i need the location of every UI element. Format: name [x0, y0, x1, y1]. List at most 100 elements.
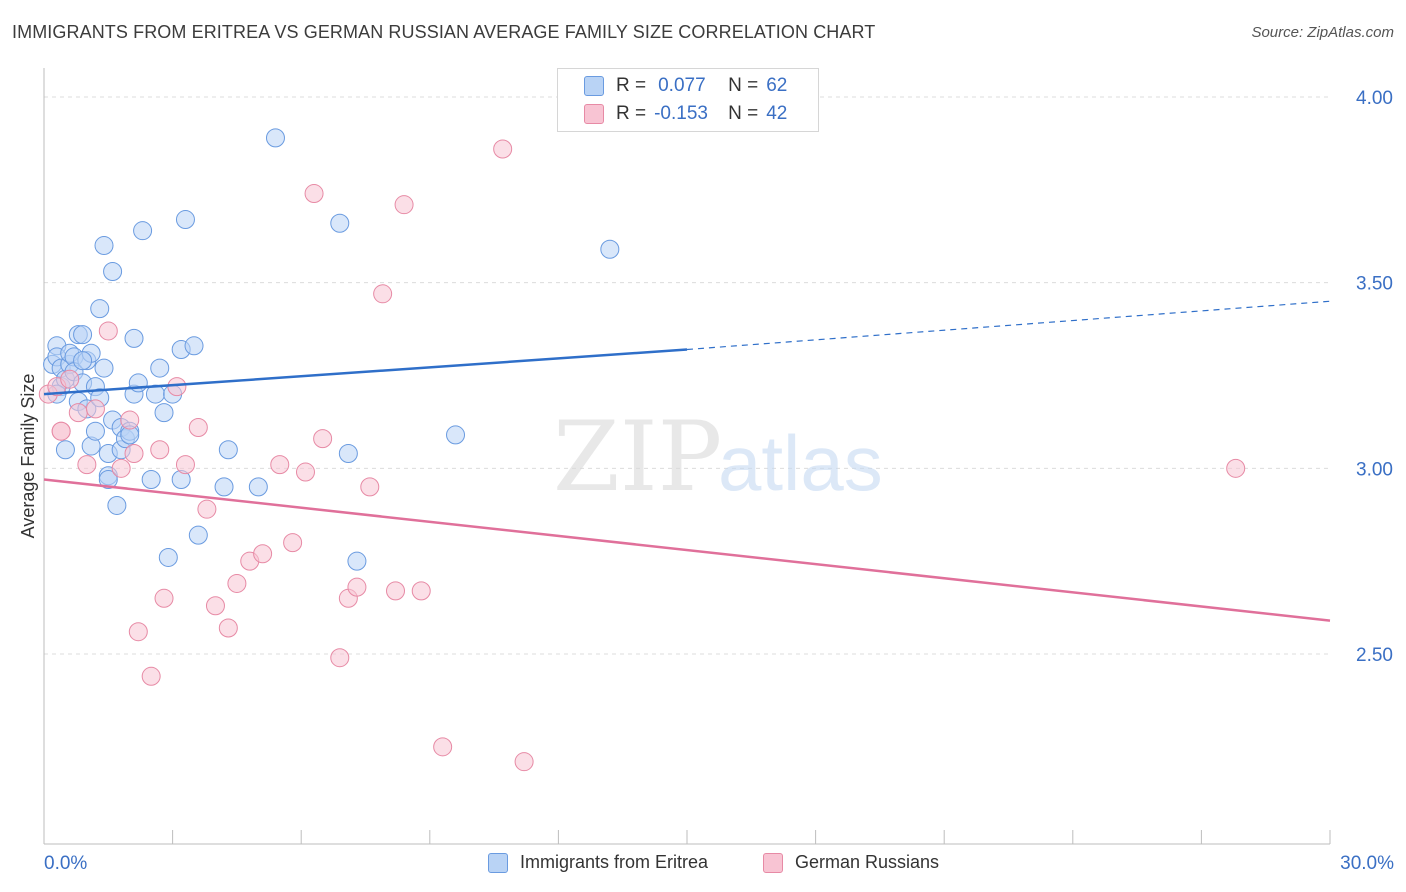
eritrea-point — [175, 210, 195, 230]
x-tick-label: 0.0% — [44, 853, 87, 874]
german-russian-point — [205, 596, 225, 616]
german-russian-point — [360, 477, 380, 497]
legend-swatch-german — [584, 104, 604, 124]
eritrea-point — [347, 551, 367, 571]
german-russian-point — [373, 284, 393, 304]
german-russian-point — [111, 458, 131, 478]
watermark-atlas: atlas — [718, 419, 883, 507]
german-russian-point — [197, 499, 217, 519]
x-tick-label: 30.0% — [1340, 853, 1394, 874]
series-swatch-german — [763, 852, 783, 873]
chart-title: IMMIGRANTS FROM ERITREA VS GERMAN RUSSIA… — [12, 22, 876, 42]
eritrea-point — [184, 336, 204, 356]
y-tick-label: 3.50 — [1356, 274, 1393, 295]
german-russian-point — [98, 321, 118, 341]
german-russian-point — [411, 581, 431, 601]
series-label-eritrea: Immigrants from Eritrea — [520, 852, 709, 872]
eritrea-point — [188, 525, 208, 545]
german-russian-point — [514, 752, 534, 772]
eritrea-point — [446, 425, 466, 445]
legend-r-label: R = — [616, 75, 647, 96]
german-russian-point — [227, 573, 247, 593]
german-russian-point — [330, 648, 350, 668]
eritrea-trend-line — [43, 348, 688, 396]
german-russian-point — [270, 455, 290, 475]
german-russian-point — [60, 369, 80, 389]
eritrea-point — [94, 236, 114, 256]
german-russian-point — [304, 184, 324, 204]
eritrea-trend-extension — [686, 300, 1331, 351]
eritrea-point — [107, 495, 127, 515]
german-russian-point — [77, 455, 97, 475]
legend-n-label: N = — [728, 75, 759, 96]
legend-r-label: R = — [616, 103, 647, 124]
legend-row-eritrea: R = 0.077 N = 62 — [584, 73, 787, 99]
series-label-german: German Russians — [795, 852, 940, 872]
y-tick-label: 4.00 — [1356, 88, 1393, 109]
german-russian-point — [347, 577, 367, 597]
y-axis-label: Average Family Size — [18, 374, 38, 539]
series-legend-eritrea: Immigrants from Eritrea — [488, 852, 708, 873]
legend-n-value-eritrea: 62 — [766, 75, 788, 96]
german-russian-point — [313, 429, 333, 449]
german-russian-point — [51, 421, 71, 441]
eritrea-point — [600, 239, 620, 259]
german-russian-point — [295, 462, 315, 482]
series-legend-german: German Russians — [763, 852, 939, 873]
german-russian-point — [141, 666, 161, 686]
eritrea-point — [265, 128, 285, 148]
german-russian-point — [394, 195, 414, 215]
german-russian-point — [218, 618, 238, 638]
legend-n-label: N = — [728, 103, 759, 124]
german-russian-point — [85, 399, 105, 419]
german-russian-point — [283, 533, 303, 553]
legend-swatch-eritrea — [584, 76, 604, 96]
german-russian-trend-line — [43, 478, 1331, 622]
stats-legend: R = 0.077 N = 62 R = -0.153 N = 42 — [557, 68, 819, 132]
german-russian-point — [68, 403, 88, 423]
eritrea-point — [98, 469, 118, 489]
german-russian-point — [128, 622, 148, 642]
eritrea-point — [85, 421, 105, 441]
eritrea-point — [158, 547, 178, 567]
german-russian-point — [433, 737, 453, 757]
german-russian-point — [120, 410, 140, 430]
legend-r-value-german: -0.153 — [654, 103, 708, 124]
y-tick-label: 2.50 — [1356, 645, 1393, 666]
german-russian-point — [386, 581, 406, 601]
eritrea-point — [214, 477, 234, 497]
eritrea-point — [338, 443, 358, 463]
eritrea-point — [73, 351, 93, 371]
eritrea-point — [94, 358, 114, 378]
y-tick-label: 3.00 — [1356, 459, 1393, 480]
eritrea-point — [248, 477, 268, 497]
german-russian-point — [188, 417, 208, 437]
german-russian-point — [150, 440, 170, 460]
german-russian-point — [175, 455, 195, 475]
eritrea-point — [73, 325, 93, 345]
eritrea-point — [133, 221, 153, 241]
german-russian-point — [167, 377, 187, 397]
eritrea-point — [154, 403, 174, 423]
source-label: Source: ZipAtlas.com — [1251, 24, 1394, 41]
german-russian-point — [1226, 458, 1246, 478]
eritrea-point — [141, 469, 161, 489]
eritrea-point — [103, 262, 123, 282]
legend-n-value-german: 42 — [766, 103, 788, 124]
legend-row-german: R = -0.153 N = 42 — [584, 101, 787, 127]
eritrea-point — [330, 213, 350, 233]
german-russian-point — [493, 139, 513, 159]
german-russian-point — [253, 544, 273, 564]
eritrea-point — [90, 299, 110, 319]
legend-r-value-eritrea: 0.077 — [658, 75, 706, 96]
series-swatch-eritrea — [488, 852, 508, 873]
eritrea-point — [124, 328, 144, 348]
eritrea-point — [218, 440, 238, 460]
german-russian-point — [154, 588, 174, 608]
eritrea-point — [150, 358, 170, 378]
eritrea-point — [128, 373, 148, 393]
german-russian-point — [124, 443, 144, 463]
watermark-zip: ZIP — [553, 401, 722, 513]
eritrea-point — [55, 440, 75, 460]
